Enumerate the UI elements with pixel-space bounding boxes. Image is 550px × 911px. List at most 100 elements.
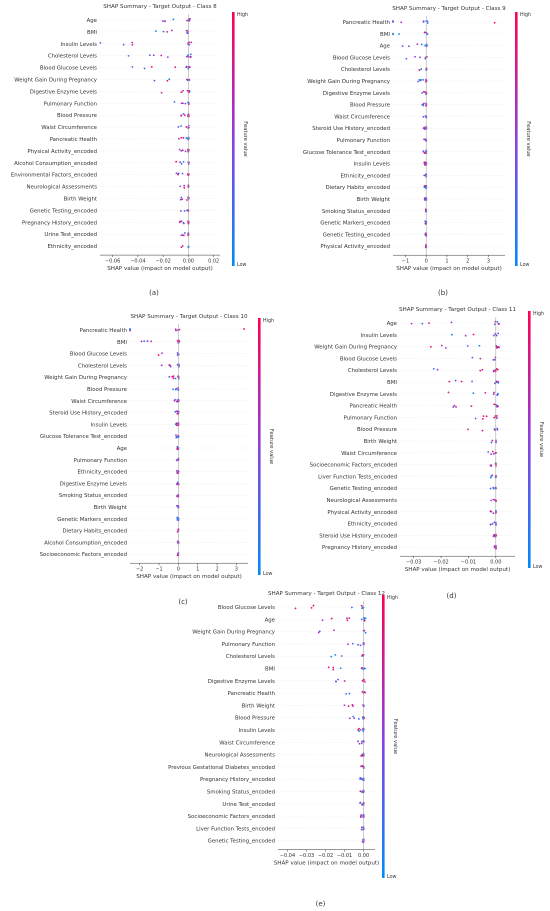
shap-point bbox=[360, 742, 363, 745]
shap-point bbox=[358, 742, 361, 745]
shap-point bbox=[179, 161, 182, 164]
feature-label-liver-function-tests-encoded: Liver Function Tests_encoded bbox=[318, 474, 397, 480]
shap-point bbox=[173, 101, 176, 103]
panel-label: (d) bbox=[447, 592, 457, 600]
feature-label-pregnancy-history-encoded: Pregnancy History_encoded bbox=[22, 220, 97, 226]
feature-label-socioeconomic-factors-encoded: Socioeconomic Factors_encoded bbox=[188, 814, 275, 820]
shap-point bbox=[494, 320, 497, 323]
shap-point bbox=[364, 667, 366, 670]
shap-point bbox=[182, 234, 185, 237]
x-axis-label: SHAP value (impact on model output) bbox=[274, 861, 380, 867]
shap-point bbox=[180, 125, 183, 127]
feature-label-socioeconomic-factors-encoded: Socioeconomic Factors_encoded bbox=[40, 552, 127, 558]
feature-label-digestive-enzyme-levels: Digestive Enzyme Levels bbox=[208, 679, 275, 685]
shap-point bbox=[440, 344, 443, 347]
x-tick-label: −0.04 bbox=[130, 259, 145, 265]
feature-label-pregnancy-history-encoded: Pregnancy History_encoded bbox=[200, 777, 275, 783]
shap-point bbox=[421, 92, 423, 94]
shap-point bbox=[178, 137, 180, 140]
shap-point bbox=[418, 69, 421, 71]
shap-point bbox=[422, 115, 425, 118]
colorbar-title: Feature value bbox=[525, 121, 531, 156]
panel-label: (c) bbox=[178, 598, 188, 606]
shap-point bbox=[183, 232, 186, 234]
shap-point bbox=[166, 30, 169, 33]
feature-label-blood-pressure: Blood Pressure bbox=[357, 427, 398, 433]
colorbar-high-label: High bbox=[533, 311, 544, 317]
shap-point bbox=[182, 112, 185, 115]
x-tick-label: 2 bbox=[466, 259, 469, 265]
shap-point bbox=[154, 30, 157, 33]
feature-label-genetic-testing-encoded: Genetic Testing_encoded bbox=[30, 208, 97, 214]
feature-label-insulin-levels: Insulin Levels bbox=[354, 162, 391, 168]
shap-point bbox=[175, 422, 178, 425]
feature-label-weight-gain-during-pregnancy: Weight Gain During Pregnancy bbox=[314, 345, 398, 351]
shap-point bbox=[243, 328, 246, 330]
shap-point bbox=[423, 138, 425, 141]
feature-label-age: Age bbox=[117, 446, 128, 452]
feature-label-bmi: BMI bbox=[87, 30, 97, 36]
shap-panel-2: SHAP Summary - Target Output - Class 9 Pa… bbox=[303, 6, 531, 297]
shap-point bbox=[166, 79, 169, 82]
shap-point bbox=[436, 368, 439, 371]
feature-label-blood-pressure: Blood Pressure bbox=[235, 716, 276, 722]
colorbar-high-label: High bbox=[520, 12, 531, 18]
x-tick-label: 0.00 bbox=[358, 853, 369, 859]
x-tick-label: −0.03 bbox=[406, 560, 421, 566]
shap-point bbox=[455, 406, 457, 408]
shap-point bbox=[489, 510, 492, 513]
shap-point bbox=[400, 21, 403, 24]
feature-label-pregnancy-history-encoded: Pregnancy History_encoded bbox=[322, 545, 397, 551]
feature-label-genetic-markers-encoded: Genetic Markers_encoded bbox=[320, 221, 390, 227]
feature-label-glucose-tolerance-test-encoded: Glucose Tolerance Test_encoded bbox=[303, 150, 390, 156]
feature-label-steroid-use-history-encoded: Steroid Use History_encoded bbox=[312, 126, 390, 132]
colorbar-low-label: Low bbox=[520, 262, 530, 268]
shap-point bbox=[493, 391, 495, 394]
feature-label-digestive-enzyme-levels: Digestive Enzyme Levels bbox=[323, 91, 390, 97]
feature-label-previous-gestational-diabetes-encoded: Previous Gestational Diabetes_encoded bbox=[168, 765, 275, 771]
feature-label-birth-weight: Birth Weight bbox=[364, 439, 397, 445]
feature-label-age: Age bbox=[87, 18, 98, 24]
shap-point bbox=[150, 340, 153, 343]
panel-label: (e) bbox=[316, 900, 326, 908]
shap-point bbox=[170, 29, 173, 32]
shap-point bbox=[348, 717, 351, 720]
shap-point bbox=[182, 89, 184, 92]
colorbar-title: Feature value bbox=[538, 422, 544, 457]
shap-point bbox=[176, 482, 179, 485]
x-axis-label: SHAP value (impact on model output) bbox=[405, 567, 511, 573]
feature-label-urine-test-encoded: Urine Test_encoded bbox=[44, 232, 97, 238]
shap-point bbox=[491, 474, 494, 477]
feature-label-weight-gain-during-pregnancy: Weight Gain During Pregnancy bbox=[192, 630, 276, 636]
shap-point bbox=[498, 322, 500, 325]
shap-point bbox=[360, 814, 363, 816]
x-tick-label: −2 bbox=[136, 567, 143, 573]
feature-label-cholesterol-levels: Cholesterol Levels bbox=[48, 54, 97, 60]
shap-point bbox=[353, 717, 356, 720]
shap-point bbox=[176, 412, 179, 415]
shap-point bbox=[392, 32, 394, 35]
shap-point bbox=[487, 451, 490, 453]
feature-label-ethnicity-encoded: Ethnicity_encoded bbox=[348, 522, 397, 528]
shap-point bbox=[361, 666, 363, 669]
feature-label-bmi: BMI bbox=[387, 380, 397, 386]
shap-point bbox=[496, 417, 498, 420]
shap-point bbox=[177, 505, 179, 507]
shap-point bbox=[493, 403, 496, 406]
shap-point bbox=[416, 43, 419, 46]
shap-point bbox=[493, 534, 495, 537]
shap-point bbox=[423, 102, 425, 105]
shap-point bbox=[422, 90, 425, 93]
x-tick-label: −0.03 bbox=[299, 853, 314, 859]
colorbar-low-label: Low bbox=[237, 262, 247, 268]
feature-label-smoking-status-encoded: Smoking Status_encoded bbox=[322, 209, 390, 215]
x-tick-label: −0.02 bbox=[155, 259, 170, 265]
shap-point bbox=[472, 392, 475, 395]
shap-point bbox=[420, 43, 423, 46]
shap-point bbox=[99, 41, 102, 44]
shap-point bbox=[357, 718, 360, 720]
shap-point bbox=[347, 705, 350, 708]
shap-point bbox=[494, 358, 497, 361]
shap-point bbox=[182, 221, 185, 224]
shap-point bbox=[179, 198, 182, 201]
